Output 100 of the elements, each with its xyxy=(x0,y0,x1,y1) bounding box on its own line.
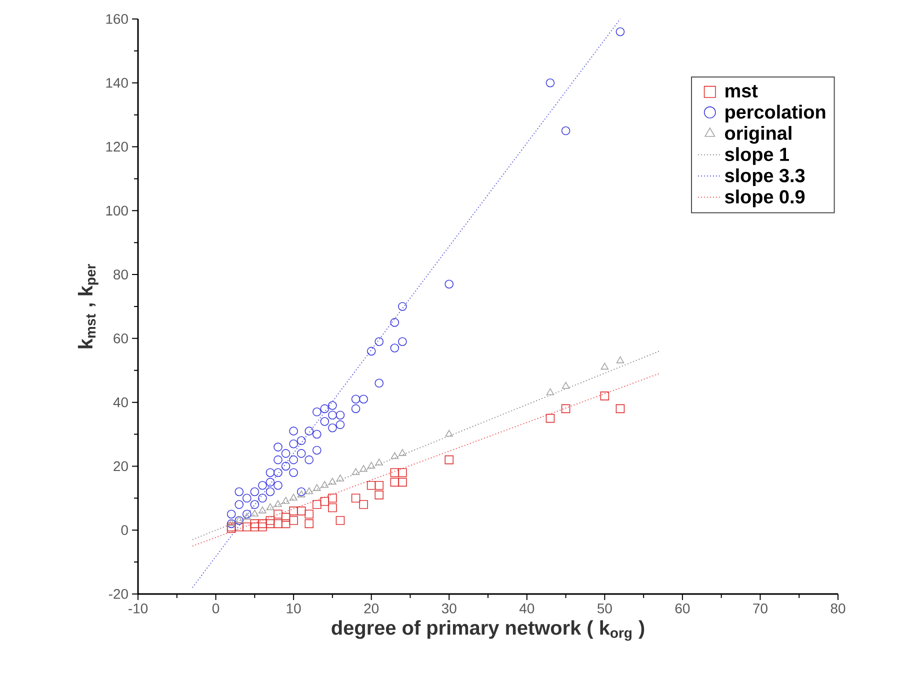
point xyxy=(390,468,400,477)
point xyxy=(374,490,384,500)
point xyxy=(366,480,376,490)
point xyxy=(320,417,330,426)
y-tick-label: 0 xyxy=(121,525,128,536)
y-tick-label: 80 xyxy=(114,270,128,280)
y-axis-title: k$_{mst}$ , k$_{per}$ xyxy=(78,264,98,348)
point xyxy=(281,512,290,522)
point xyxy=(390,318,400,327)
point xyxy=(250,500,260,509)
y-tick-label: 120 xyxy=(106,142,128,152)
point xyxy=(250,522,260,532)
point xyxy=(281,519,290,528)
y-tick-label: 100 xyxy=(106,206,128,216)
point xyxy=(296,487,306,496)
point xyxy=(367,462,376,469)
x-tick-label: 50 xyxy=(597,603,612,614)
x-tick-label: 40 xyxy=(519,603,534,614)
point xyxy=(561,404,570,414)
point xyxy=(266,519,275,528)
x-tick-label: 0 xyxy=(212,603,220,614)
point xyxy=(258,519,267,528)
legend-label: slope 0.9 xyxy=(724,190,805,208)
point xyxy=(360,465,368,472)
point xyxy=(290,494,298,501)
point xyxy=(398,468,407,477)
point xyxy=(243,512,251,520)
point xyxy=(328,494,337,503)
point xyxy=(351,394,360,404)
point xyxy=(312,408,322,416)
point xyxy=(359,500,368,509)
point xyxy=(313,484,321,491)
point xyxy=(328,478,336,485)
point xyxy=(444,280,454,289)
point xyxy=(375,458,383,466)
x-tick-label: 80 xyxy=(830,603,846,614)
point xyxy=(328,401,337,410)
point xyxy=(274,442,282,452)
point xyxy=(336,474,344,482)
point xyxy=(312,430,322,439)
legend-label: original xyxy=(725,126,792,144)
point xyxy=(320,480,329,488)
point xyxy=(546,388,554,396)
x-tick-label: -10 xyxy=(128,603,148,614)
point xyxy=(320,404,330,414)
legend-label: percolation xyxy=(726,104,826,122)
y-tick-label: -20 xyxy=(108,589,128,599)
point xyxy=(274,480,282,490)
point xyxy=(250,510,259,517)
x-tick-label: 10 xyxy=(286,603,301,614)
point xyxy=(351,404,360,414)
point xyxy=(336,516,345,525)
point xyxy=(312,500,322,509)
point xyxy=(296,506,306,516)
point xyxy=(328,423,337,432)
legend-label: mst xyxy=(726,84,758,98)
point xyxy=(616,27,625,36)
point xyxy=(390,344,400,352)
point xyxy=(296,449,306,458)
point xyxy=(390,478,400,487)
point xyxy=(445,430,453,437)
y-tick-label: 20 xyxy=(114,461,128,472)
point xyxy=(352,468,360,475)
point xyxy=(250,519,260,528)
point xyxy=(562,382,570,389)
point xyxy=(320,496,330,506)
point xyxy=(266,503,274,510)
point xyxy=(444,455,454,464)
point xyxy=(304,510,314,519)
point xyxy=(600,392,610,400)
point xyxy=(289,455,298,464)
point xyxy=(366,346,376,356)
point xyxy=(398,478,407,487)
point xyxy=(258,494,267,503)
point xyxy=(234,500,244,509)
point xyxy=(282,496,290,504)
point xyxy=(274,510,282,519)
point xyxy=(281,462,290,471)
legend-label: slope 1 xyxy=(724,147,789,165)
x-tick-label: 30 xyxy=(442,603,456,614)
point xyxy=(242,510,252,519)
point xyxy=(289,468,298,477)
y-tick-label: 60 xyxy=(114,333,128,344)
point xyxy=(312,446,322,455)
y-tick-label: 140 xyxy=(106,78,128,88)
x-tick-label: 20 xyxy=(364,603,379,614)
point xyxy=(305,487,313,494)
y-tick-label: 40 xyxy=(113,397,128,408)
point xyxy=(266,468,275,477)
point xyxy=(304,426,314,436)
point xyxy=(304,519,314,528)
point xyxy=(289,516,298,525)
point xyxy=(616,356,624,364)
point xyxy=(328,410,337,420)
point xyxy=(374,378,384,388)
point xyxy=(374,337,384,346)
point xyxy=(328,503,337,512)
x-axis-title: degree of primary network ( k$_{org}$ ) xyxy=(332,620,644,641)
point xyxy=(281,449,290,458)
point xyxy=(359,394,368,404)
